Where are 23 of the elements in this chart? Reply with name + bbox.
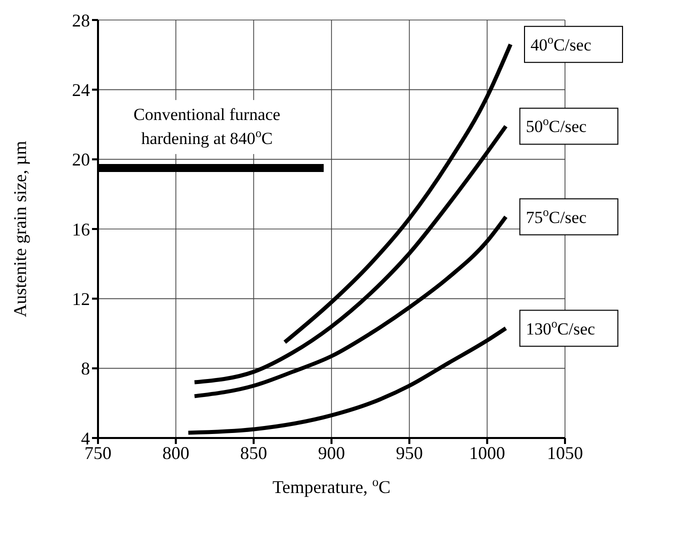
y-tick-label: 28 [72,10,90,30]
series-label: 130$^{o}$C/sec [526,316,596,338]
y-tick-label: 16 [72,219,90,240]
x-tick-label: 1000 [469,442,506,463]
series-label: 75$^{o}$C/sec [526,204,588,227]
x-tick-label: 850 [240,442,268,463]
x-tick-label: 800 [162,442,190,463]
line-series [282,42,513,344]
x-tick-label: 1050 [547,442,583,463]
y-axis-title: Austenite grain size, µm [10,140,30,318]
series-label: 40$^{o}$C/sec [530,32,592,54]
y-tick-label: 12 [72,289,90,310]
annotation: Conventional furnace hardening at 840$^{o}$C [134,105,280,148]
x-tick-label: 900 [318,442,345,463]
y-tick-label: 4 [81,428,90,448]
series-label: 50$^{o}$C/sec [526,114,588,136]
y-tick-label: 8 [81,358,90,379]
x-axis-title: Temperature, $^{o}$C [272,475,390,497]
line-series [186,326,508,435]
y-tick-label: 20 [72,150,90,170]
x-tick-label: 950 [396,442,423,463]
y-tick-label: 24 [72,80,90,100]
line-series [192,214,508,398]
